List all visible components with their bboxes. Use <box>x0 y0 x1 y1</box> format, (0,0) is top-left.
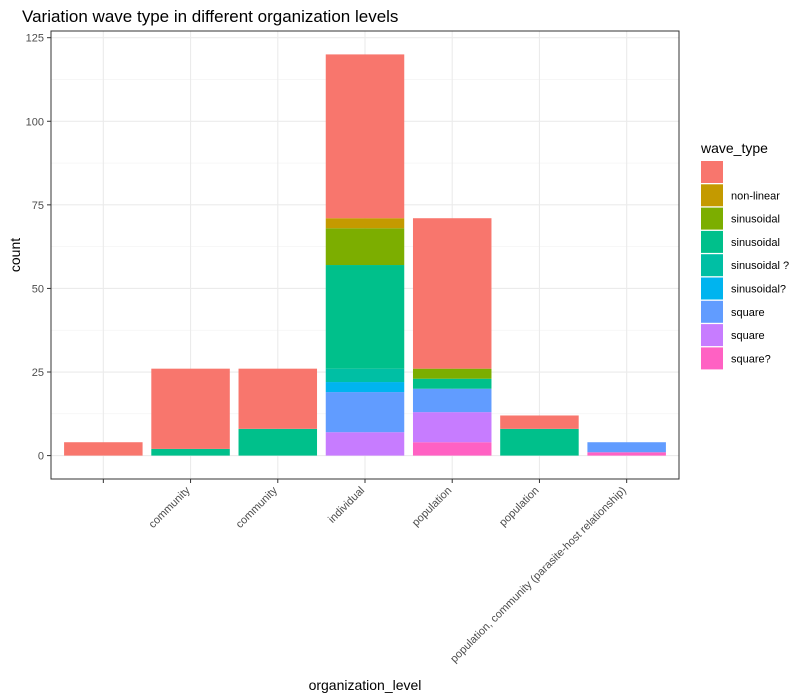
bar-segment <box>412 368 492 379</box>
bar-segment <box>238 428 318 456</box>
x-tick-label: population, community (parasite-host rel… <box>448 485 629 666</box>
y-axis: 0 25 50 75 100 125 <box>26 33 51 463</box>
legend-swatch <box>701 300 723 323</box>
legend-swatch <box>701 324 723 347</box>
bar-segment <box>325 382 405 393</box>
bar-segment <box>151 448 230 456</box>
x-tick-label: population <box>497 485 541 529</box>
legend-swatch <box>701 347 723 370</box>
bar-segment <box>325 265 405 369</box>
y-tick-label: 0 <box>38 451 44 463</box>
legend-swatch <box>701 207 723 230</box>
x-tick-label: individual <box>326 485 367 526</box>
bar-segment <box>500 428 579 456</box>
bar-segment <box>587 442 666 453</box>
bar-segment <box>151 368 230 449</box>
x-axis-title: organization_level <box>309 677 422 693</box>
legend-label: square? <box>731 353 771 365</box>
bar-segment <box>412 442 492 456</box>
bar-segment <box>412 218 492 369</box>
y-tick-label: 50 <box>32 283 44 295</box>
bar-segment <box>500 415 579 429</box>
bar-segment <box>587 452 666 456</box>
y-tick-label: 75 <box>32 200 44 212</box>
legend-swatch <box>701 230 723 253</box>
bar-segment <box>412 412 492 443</box>
x-tick-label: community <box>234 484 280 530</box>
bar-segment <box>325 368 405 383</box>
legend-label: non-linear <box>731 190 780 202</box>
y-tick-label: 100 <box>26 116 44 128</box>
bar-segment <box>64 442 143 456</box>
legend-swatch <box>701 184 723 207</box>
legend-swatch <box>701 254 723 277</box>
bar-segment <box>325 54 405 219</box>
x-tick-label: population <box>410 485 454 529</box>
bar-segment <box>238 368 318 429</box>
legend-swatch <box>701 161 723 183</box>
bar-segment <box>325 432 405 456</box>
legend-label: sinusoidal <box>731 237 780 249</box>
legend-swatch <box>701 277 723 300</box>
x-axis: community community individual population po… <box>102 479 629 666</box>
bars <box>64 54 666 456</box>
bar-segment <box>412 388 492 413</box>
legend-label: sinusoidal <box>731 214 780 226</box>
legend-label: sinusoidal? <box>731 284 786 296</box>
bar-segment <box>412 378 492 389</box>
legend-label: sinusoidal ? <box>731 260 789 272</box>
y-tick-label: 25 <box>32 367 44 379</box>
bar-segment <box>325 392 405 433</box>
y-tick-label: 125 <box>26 33 44 45</box>
y-axis-title: count <box>7 238 23 272</box>
legend-title: wave_type <box>700 140 768 156</box>
chart-title: Variation wave type in different organiz… <box>22 7 398 26</box>
legend-label: square <box>731 307 765 319</box>
legend: wave_type non-linear sinusoidal sinusoidal… <box>700 140 789 370</box>
legend-label: square <box>731 330 765 342</box>
bar-segment <box>325 218 405 229</box>
x-tick-label: community <box>147 484 193 530</box>
bar-segment <box>325 228 405 266</box>
